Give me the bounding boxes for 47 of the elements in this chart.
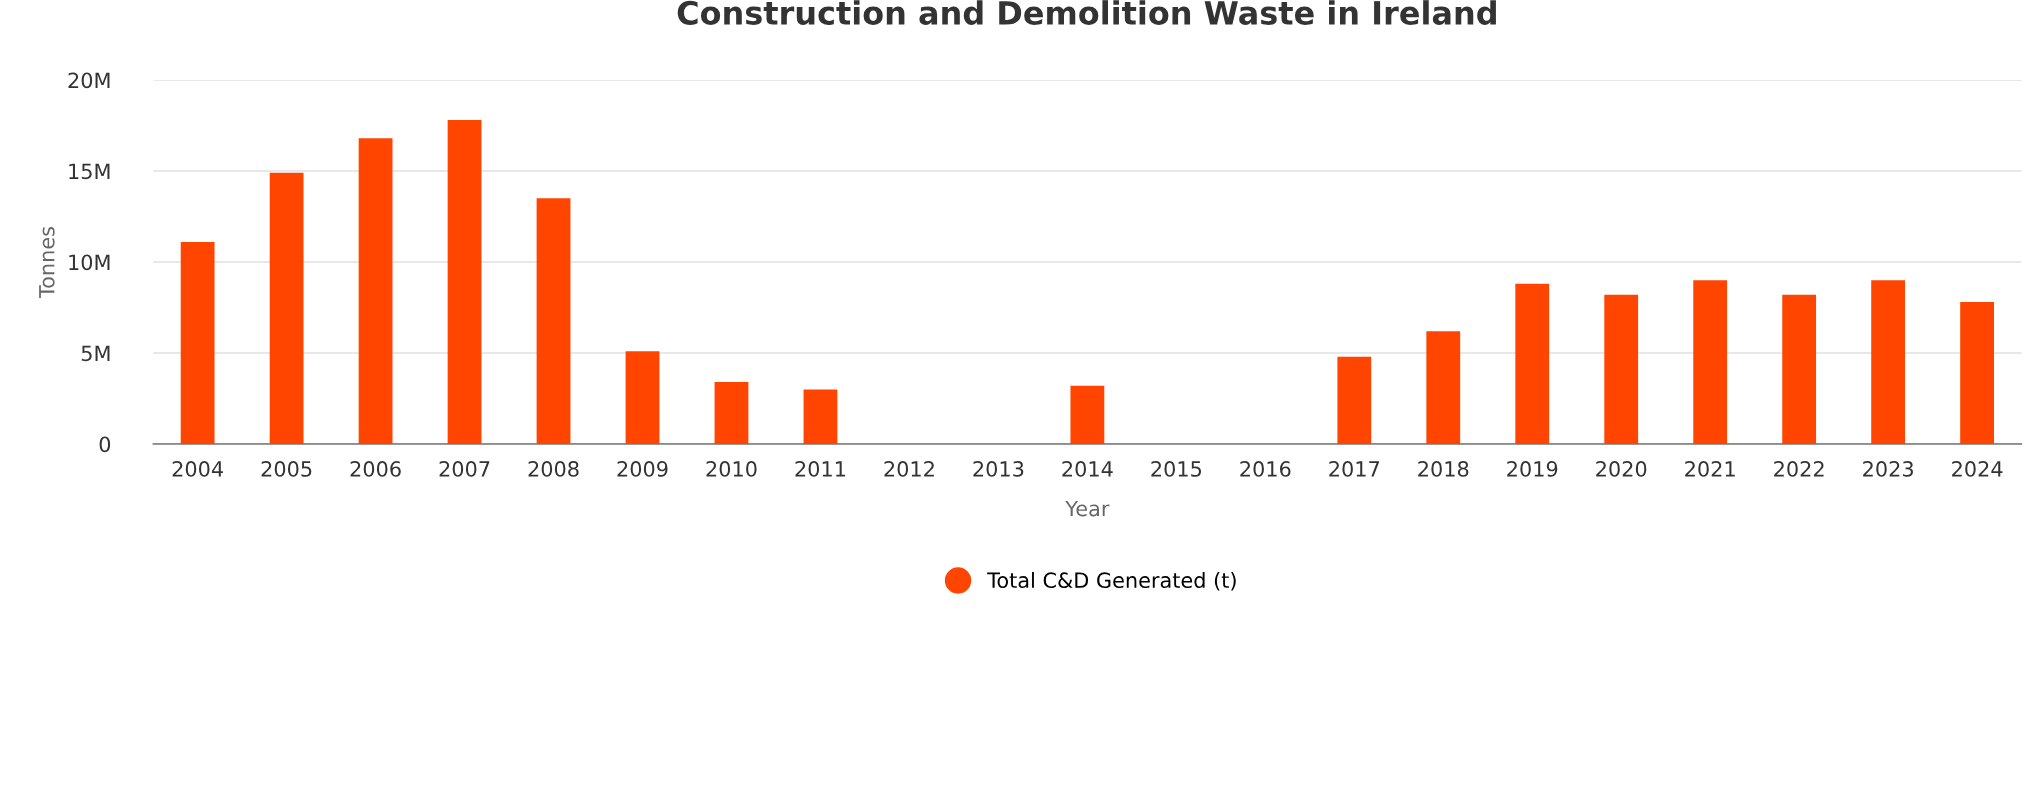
x-tick-label: 2018 (1418, 461, 1469, 477)
x-tick-label: 2004 (172, 461, 223, 477)
y-tick-label: 20M (68, 72, 110, 89)
x-tick-label: 2010 (706, 461, 757, 477)
x-tick-label: 2009 (617, 461, 668, 477)
x-tick-label: 2008 (528, 461, 579, 477)
bar (1070, 385, 1105, 444)
x-tick-label: 2016 (1240, 461, 1291, 477)
x-tick-label: 2021 (1685, 461, 1735, 477)
x-tick-label: 2013 (973, 461, 1024, 477)
bar (1515, 283, 1550, 444)
x-tick-label: 2015 (1151, 461, 1202, 477)
x-tick-label: 2024 (1952, 461, 2003, 477)
x-tick-label: 2007 (439, 461, 490, 477)
bar (1426, 331, 1461, 444)
x-tick-label: 2006 (350, 461, 401, 477)
bar (1693, 280, 1728, 444)
bar (625, 351, 660, 444)
x-tick-label: 2019 (1507, 461, 1558, 477)
y-tick-label: 10M (69, 254, 110, 271)
chart-title: Construction and Demolition Waste in Ireland (677, 0, 1496, 25)
bar (1960, 302, 1994, 444)
bar (447, 120, 482, 444)
bar (1604, 294, 1639, 444)
x-tick-label: 2017 (1329, 461, 1380, 477)
bar (714, 382, 749, 444)
x-tick-label: 2020 (1596, 461, 1647, 477)
x-tick-label: 2014 (1062, 461, 1113, 477)
bar (536, 198, 571, 444)
x-tick-label: 2012 (884, 461, 934, 477)
bar (1782, 294, 1817, 444)
bar (1337, 356, 1372, 444)
x-tick-label: 2022 (1774, 461, 1824, 477)
x-tick-label: 2023 (1863, 461, 1913, 477)
bar (358, 138, 393, 444)
y-tick-label: 5M (81, 345, 110, 362)
x-tick-label: 2005 (261, 461, 312, 477)
bar (269, 172, 304, 444)
bar (1871, 280, 1906, 444)
x-axis-title: Year (1065, 500, 1110, 517)
bar (180, 241, 215, 444)
legend-label: Total C&D Generated (t) (987, 571, 1236, 591)
y-tick-label: 15M (69, 163, 110, 180)
y-axis-title: Tonnes (39, 227, 55, 299)
bar (803, 389, 838, 444)
x-tick-label: 2011 (795, 461, 846, 477)
y-tick-label: 0 (99, 436, 111, 453)
